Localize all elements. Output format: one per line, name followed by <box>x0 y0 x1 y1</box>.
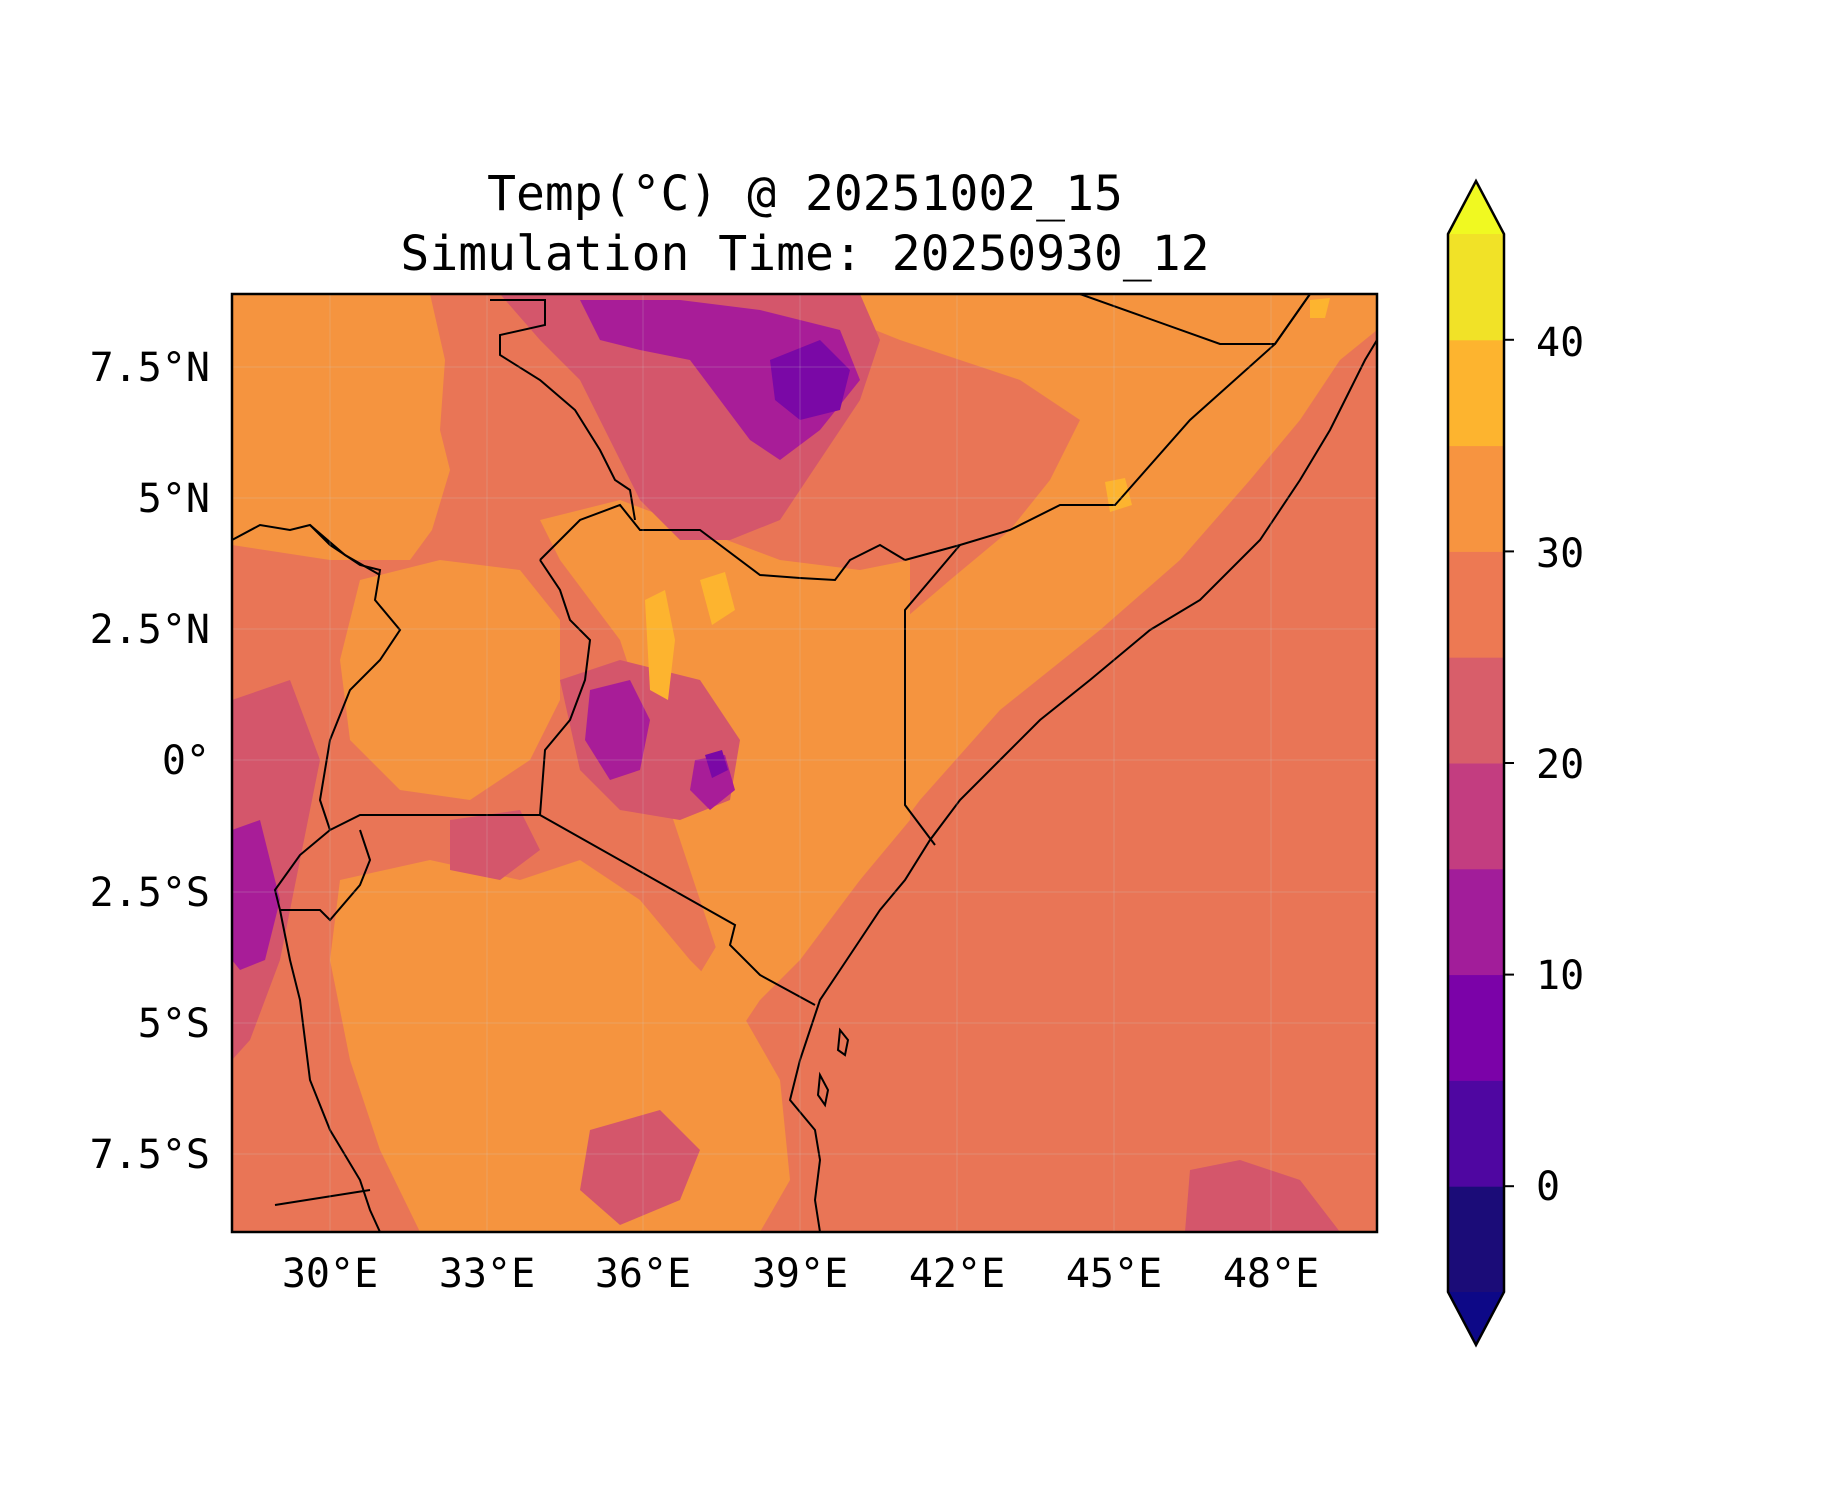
mountain-west <box>232 820 280 970</box>
border-ethiopia-somalia-2 <box>904 294 1311 561</box>
figure-title: Temp(°C) @ 20251002_15 <box>487 166 1123 222</box>
lon-tick-label: 45°E <box>1066 1251 1162 1297</box>
colorbar-segment <box>1448 763 1504 870</box>
colorbar-tick-label: 40 <box>1536 320 1584 366</box>
mountain-ethiopia <box>580 300 860 460</box>
border-tanzania-congo <box>279 909 381 1232</box>
colorbar-outline <box>1446 178 1506 1348</box>
highland-lake <box>450 810 540 880</box>
lon-tick-labels: 30°E 33°E 36°E 39°E 42°E 45°E 48°E <box>282 1251 1319 1297</box>
highland-west <box>232 680 320 1060</box>
lat-tick-labels: 7.5°N 5°N 2.5°N 0° 2.5°S 5°S 7.5°S <box>90 345 210 1178</box>
colorbar-segment <box>1448 551 1504 658</box>
borders <box>232 294 1377 1232</box>
lat-tick-label: 2.5°N <box>90 607 210 653</box>
colorbar-segment <box>1448 339 1504 447</box>
colorbar-tick-label: 0 <box>1536 1164 1560 1210</box>
hot-spot-north <box>700 572 735 625</box>
colorbar-segment <box>1448 657 1504 764</box>
highland-tanzania-south <box>580 1110 700 1225</box>
lon-tick-label: 42°E <box>909 1251 1005 1297</box>
colorbar-segment <box>1448 1186 1504 1293</box>
lon-tick-label: 36°E <box>595 1251 691 1297</box>
border-kenya-ethiopia <box>539 503 906 582</box>
border-uganda-kenya <box>539 559 592 816</box>
border-south-west <box>232 523 381 576</box>
colorbar-segment <box>1448 974 1504 1081</box>
colorbar-segment <box>1448 445 1504 552</box>
colorbar-tick-label: 10 <box>1536 953 1584 999</box>
lat-tick-label: 7.5°S <box>90 1132 210 1178</box>
colorbar-over-arrow <box>1448 181 1504 234</box>
lat-tick-label: 5°S <box>138 1001 210 1047</box>
peak-kenya <box>705 750 728 778</box>
ocean-cool-patch <box>1185 1160 1340 1232</box>
border-rwanda-burundi <box>273 829 372 922</box>
hot-spot-somalia <box>1310 298 1330 318</box>
lat-tick-label: 7.5°N <box>90 345 210 391</box>
colorbar-segment <box>1448 234 1504 341</box>
hot-spot-turkana <box>645 590 675 700</box>
colorbar-tick-label: 30 <box>1536 531 1584 577</box>
map-frame <box>230 292 1379 1234</box>
lat-tick-label: 0° <box>162 738 210 784</box>
border-uganda-tanzania <box>329 814 540 831</box>
gridlines <box>232 294 1377 1232</box>
colorbar-tick-label: 20 <box>1536 742 1584 788</box>
figure-subtitle: Simulation Time: 20250930_12 <box>400 226 1210 282</box>
lon-tick-label: 39°E <box>752 1251 848 1297</box>
lat-tick-label: 5°N <box>138 476 210 522</box>
border-kenya-tanzania <box>539 814 816 1006</box>
warm-land-horn <box>640 294 1377 1232</box>
border-kenya-somalia <box>904 544 961 846</box>
peak-ethiopia <box>770 340 850 420</box>
colorbar-segment <box>1448 1080 1504 1187</box>
lat-tick-label: 2.5°S <box>90 870 210 916</box>
coastline <box>788 339 1377 1232</box>
warm-land-northwest <box>232 294 450 560</box>
lon-tick-label: 30°E <box>282 1251 378 1297</box>
colorbar-under-arrow <box>1448 1292 1504 1345</box>
lon-tick-label: 33°E <box>439 1251 535 1297</box>
mountain-kenya <box>585 680 650 780</box>
colorbar <box>1446 178 1514 1348</box>
coast-islands <box>816 1027 850 1108</box>
border-zambia <box>274 1189 371 1206</box>
lon-tick-label: 48°E <box>1223 1251 1319 1297</box>
temperature-field <box>232 294 1377 1232</box>
warm-land-uganda <box>340 560 560 800</box>
colorbar-ticks: 40 30 20 10 0 <box>1536 320 1584 1210</box>
border-south-sudan <box>490 299 636 521</box>
colorbar-segment <box>1448 868 1504 976</box>
hot-spot-danakil <box>1105 478 1132 512</box>
